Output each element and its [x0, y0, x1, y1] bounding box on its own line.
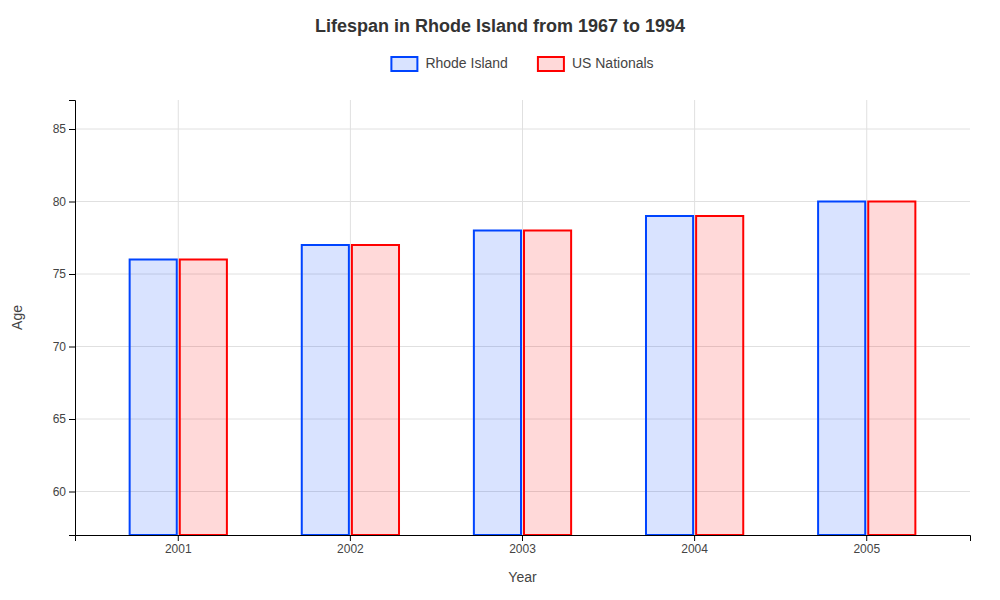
bar	[646, 216, 693, 535]
grid-line-x	[694, 100, 695, 535]
bar	[474, 231, 521, 536]
series	[180, 202, 916, 536]
y-axis-title: Age	[9, 305, 25, 330]
x-axis-line	[76, 536, 971, 542]
legend-item: Rhode Island	[391, 55, 508, 71]
x-tick: 2005	[853, 535, 880, 556]
grid	[75, 100, 970, 535]
y-tick: 65	[53, 412, 75, 426]
y-tick-mark	[69, 202, 75, 203]
x-tick: 2004	[681, 535, 708, 556]
legend-label: US Nationals	[572, 55, 654, 71]
plot: 60 65 70 75 80 85 2001 2002 2003 2004 2005	[53, 100, 971, 556]
bar	[180, 260, 227, 536]
x-tick-label: 2005	[853, 542, 880, 556]
x-tick-label: 2003	[509, 542, 536, 556]
y-tick-label: 60	[53, 485, 67, 499]
legend: Rhode Island US Nationals	[391, 55, 653, 71]
bar	[868, 202, 915, 536]
y-tick-mark	[69, 492, 75, 493]
bars	[130, 202, 916, 536]
y-tick: 70	[53, 340, 75, 354]
y-tick: 80	[53, 195, 75, 209]
bar	[302, 245, 349, 535]
series	[130, 202, 866, 536]
grid-line-x	[178, 100, 179, 535]
x-tick-mark	[350, 535, 351, 541]
title: Lifespan in Rhode Island from 1967 to 19…	[315, 16, 685, 36]
y-tick-label: 65	[53, 412, 67, 426]
bar	[524, 231, 571, 536]
y-tick-label: 85	[53, 122, 67, 136]
legend-swatch	[538, 57, 564, 71]
bar	[818, 202, 865, 536]
x-tick-mark	[694, 535, 695, 541]
x-tick-label: 2004	[681, 542, 708, 556]
x-tick-label: 2001	[165, 542, 192, 556]
x-tick: 2003	[509, 535, 536, 556]
legend-label: Rhode Island	[425, 55, 508, 71]
x-tick-mark	[866, 535, 867, 541]
bar	[352, 245, 399, 535]
x-tick-mark	[178, 535, 179, 541]
x-tick: 2001	[165, 535, 192, 556]
x-tick: 2002	[337, 535, 364, 556]
y-tick-mark	[69, 419, 75, 420]
y-tick-mark	[69, 274, 75, 275]
x-tick-mark	[522, 535, 523, 541]
y-tick-mark	[69, 347, 75, 348]
y-tick-label: 75	[53, 267, 67, 281]
y-axis-line	[69, 101, 76, 536]
bar	[696, 216, 743, 535]
x-tick-label: 2002	[337, 542, 364, 556]
grid-line-x	[866, 100, 867, 535]
y-tick-mark	[69, 129, 75, 130]
chart: 60 65 70 75 80 85 2001 2002 2003 2004 2005 Year Age L…	[0, 0, 1000, 600]
bar	[130, 260, 177, 536]
y-tick-label: 70	[53, 340, 67, 354]
legend-swatch	[391, 57, 417, 71]
y-tick: 75	[53, 267, 75, 281]
x-axis: 2001 2002 2003 2004 2005	[76, 535, 971, 556]
y-axis: 60 65 70 75 80 85	[53, 101, 76, 536]
y-tick-label: 80	[53, 195, 67, 209]
x-axis-title: Year	[508, 569, 537, 585]
grid-line-x	[350, 100, 351, 535]
y-tick: 60	[53, 485, 75, 499]
grid-line-x	[522, 100, 523, 535]
y-tick: 85	[53, 122, 75, 136]
legend-item: US Nationals	[538, 55, 654, 71]
